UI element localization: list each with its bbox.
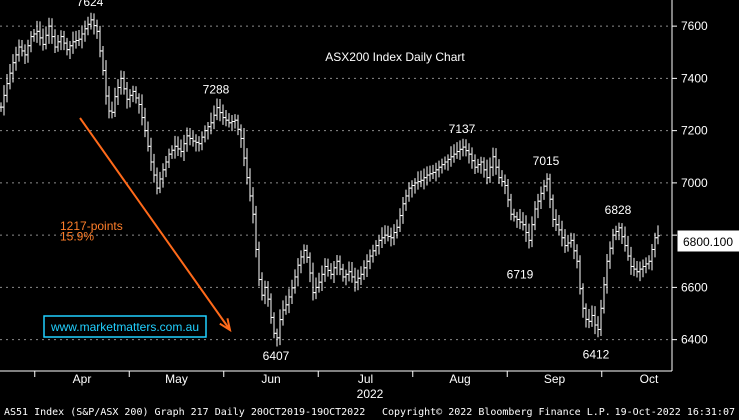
footer-copyright: Copyright© 2022 Bloomberg Finance L.P. [382, 407, 611, 418]
website-box[interactable]: www.marketmatters.com.au [43, 315, 207, 338]
annotation-6719: 6719 [507, 267, 534, 281]
annotation-1217-points: 1217-points [60, 219, 123, 233]
website-label[interactable]: www.marketmatters.com.au [50, 320, 199, 334]
x-tick-sep: Sep [544, 372, 566, 386]
y-tick-6400: 6400 [681, 333, 708, 347]
y-tick-7400: 7400 [681, 71, 708, 85]
price-annotations: 7624 7288 6407 7137 7015 6719 6828 6412 1217-poi… [60, 0, 632, 363]
y-tick-7600: 7600 [681, 19, 708, 33]
annotation-15-9-: 15.9% [60, 229, 94, 243]
y-axis: 6400660068007000720074007600 [0, 0, 708, 372]
last-price-label: 6800.100 [683, 235, 733, 249]
price-series [0, 12, 660, 347]
chart-title: ASX200 Index Daily Chart [325, 50, 465, 64]
annotation-7288: 7288 [203, 83, 230, 97]
annotation-6828: 6828 [605, 203, 632, 217]
y-tick-6600: 6600 [681, 280, 708, 294]
y-tick-7000: 7000 [681, 176, 708, 190]
annotation-7015: 7015 [533, 154, 560, 168]
annotation-7624: 7624 [77, 0, 104, 9]
x-tick-jun: Jun [261, 372, 280, 386]
footer-left: AS51 Index (S&P/ASX 200) Graph 217 Daily… [4, 407, 365, 418]
x-tick-apr: Apr [73, 372, 92, 386]
x-tick-aug: Aug [449, 372, 470, 386]
x-tick-oct: Oct [640, 372, 659, 386]
x-tick-jul: Jul [358, 372, 373, 386]
grid [0, 25, 672, 341]
y-tick-7200: 7200 [681, 124, 708, 138]
x-axis: Apr May Jun Jul Aug Sep Oct [34, 371, 659, 386]
annotation-6412: 6412 [583, 348, 610, 362]
annotation-7137: 7137 [449, 122, 476, 136]
decline-arrow [79, 117, 232, 333]
annotation-6407: 6407 [263, 349, 290, 363]
ohlc-bar [656, 225, 660, 245]
year-label: 2022 [357, 387, 384, 401]
x-tick-may: May [165, 372, 188, 386]
footer-timestamp: 19-Oct-2022 16:31:07 [615, 407, 735, 418]
last-price-tag: 6800.100 [677, 230, 739, 252]
